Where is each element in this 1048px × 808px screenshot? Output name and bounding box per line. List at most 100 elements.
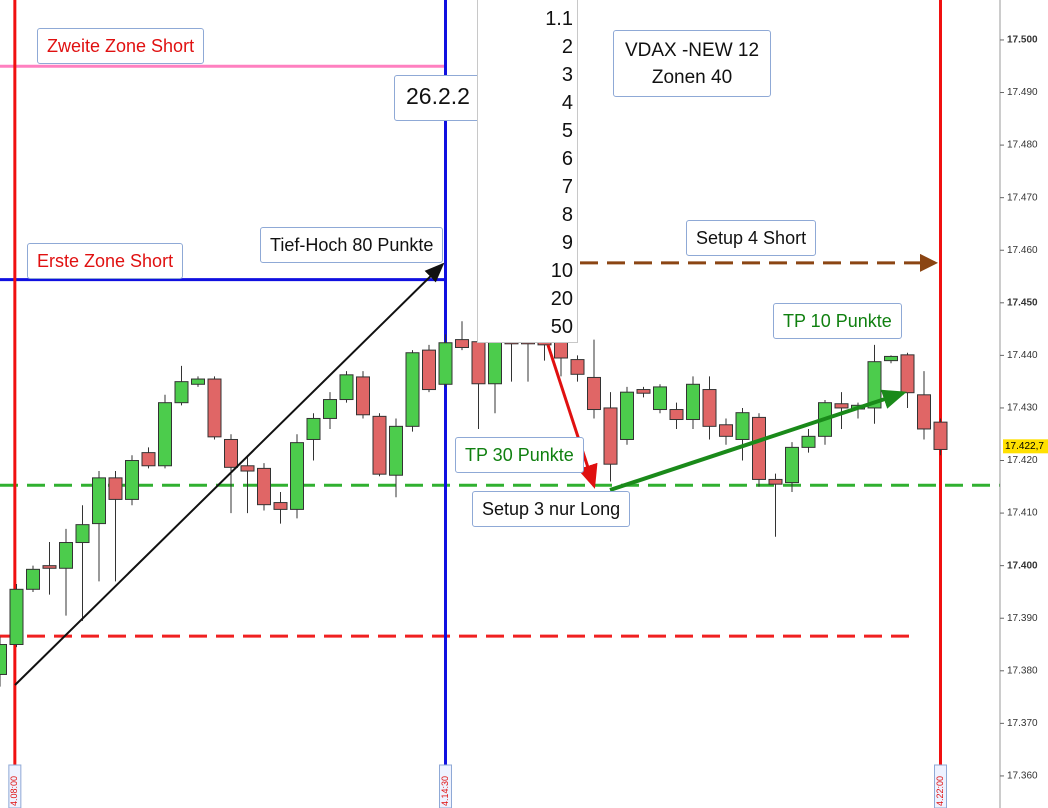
time-label: 4.22:00 xyxy=(935,776,945,806)
annotation-line: VDAX -NEW 12 xyxy=(624,40,760,61)
candle-body xyxy=(257,467,271,506)
annotation: TP 30 Punkte xyxy=(455,437,584,473)
y-tick-label: 17.500 xyxy=(1007,35,1038,46)
candle-body xyxy=(356,376,370,416)
candle-body xyxy=(686,383,700,421)
list-item: 6 xyxy=(561,148,573,170)
y-tick-label: 17.440 xyxy=(1007,350,1038,361)
list-item: 10 xyxy=(550,260,573,282)
arrow xyxy=(14,262,445,686)
axis-panel xyxy=(1000,0,1048,808)
candle-body xyxy=(752,416,766,480)
candle-body xyxy=(603,407,618,465)
y-tick-label: 17.410 xyxy=(1007,508,1038,519)
candle-body xyxy=(75,524,90,544)
candle-body xyxy=(141,452,156,467)
candle-body xyxy=(785,446,799,484)
candle-body xyxy=(422,349,436,391)
candle-body xyxy=(0,644,7,675)
candle-body xyxy=(372,415,387,475)
candle-body xyxy=(620,391,634,440)
candle-body xyxy=(471,341,486,385)
candle-body xyxy=(834,403,849,409)
list-item: 3 xyxy=(561,64,573,86)
candle-body xyxy=(653,386,667,411)
candle-body xyxy=(702,389,717,427)
candle-body xyxy=(389,425,403,476)
candle-body xyxy=(570,359,585,375)
list-item: 20 xyxy=(550,288,573,310)
candle-body xyxy=(768,478,783,485)
y-tick-label: 17.380 xyxy=(1007,665,1038,676)
y-tick-label: 17.390 xyxy=(1007,613,1038,624)
last-price-label: 17.422,7 xyxy=(1005,441,1044,452)
candle-body xyxy=(867,361,882,409)
number-list: 1.1 2 3 4 5 6 7 8 9 10 20 50 xyxy=(477,0,578,343)
candle-body xyxy=(455,339,469,348)
candle-body xyxy=(191,378,205,385)
candle-body xyxy=(719,424,733,437)
candle-body xyxy=(438,342,453,385)
list-item: 5 xyxy=(561,120,573,142)
list-item: 7 xyxy=(561,176,573,198)
y-tick-label: 17.480 xyxy=(1007,140,1038,151)
candle-body xyxy=(174,381,189,404)
candle-body xyxy=(306,417,321,440)
candle-body xyxy=(240,465,255,472)
annotation-line: Zonen 40 xyxy=(651,67,733,88)
time-label: 4.14:30 xyxy=(440,776,450,806)
candle-body xyxy=(273,502,288,510)
candle-body xyxy=(108,477,123,500)
list-item: 2 xyxy=(561,36,573,58)
candle-body xyxy=(933,421,948,450)
y-tick-label: 17.460 xyxy=(1007,245,1038,256)
annotation: Setup 3 nur Long xyxy=(472,491,631,527)
y-tick-label: 17.470 xyxy=(1007,192,1038,203)
candle-body xyxy=(323,399,337,419)
y-tick-label: 17.490 xyxy=(1007,87,1038,98)
candle-body xyxy=(158,402,172,467)
time-label-box xyxy=(439,764,452,808)
candle-body xyxy=(59,542,73,569)
candle-body xyxy=(801,435,816,448)
candle-body xyxy=(26,568,40,590)
annotation: Tief-Hoch 80 Punkte xyxy=(260,227,444,263)
candle-body xyxy=(488,341,502,385)
y-tick-label: 17.450 xyxy=(1007,297,1038,308)
annotation: VDAX -NEW 12 Zonen 40 xyxy=(613,30,771,97)
candle-body xyxy=(207,378,222,438)
list-item: 1.1 xyxy=(545,8,573,30)
annotation: TP 10 Punkte xyxy=(773,303,902,339)
candle-body xyxy=(290,442,304,510)
annotation: 26.2.2 xyxy=(394,75,482,121)
candle-body xyxy=(587,376,601,411)
candle-body xyxy=(42,565,57,569)
candle-body xyxy=(9,588,24,646)
y-tick-label: 17.430 xyxy=(1007,403,1038,414)
candle-body xyxy=(224,438,238,468)
candle-body xyxy=(405,352,420,427)
candle-body xyxy=(636,389,651,394)
y-tick-label: 17.400 xyxy=(1007,560,1038,571)
arrow xyxy=(609,389,907,492)
arrow xyxy=(546,344,598,489)
candle-body xyxy=(900,354,915,394)
time-label-box xyxy=(934,764,947,808)
y-tick-label: 17.420 xyxy=(1007,455,1038,466)
list-item: 4 xyxy=(561,92,573,114)
list-item: 9 xyxy=(561,232,573,254)
candle-body xyxy=(669,409,684,421)
y-tick-label: 17.370 xyxy=(1007,718,1038,729)
time-label: 4.08:00 xyxy=(9,776,19,806)
last-price-marker xyxy=(1003,439,1048,454)
candle-body xyxy=(917,394,931,430)
annotation: Setup 4 Short xyxy=(686,220,817,256)
candle-body xyxy=(884,355,898,362)
candle-body xyxy=(92,477,106,525)
candle-body xyxy=(125,460,139,500)
candle-body xyxy=(735,412,750,440)
y-tick-label: 17.360 xyxy=(1007,771,1038,782)
time-label-box xyxy=(8,764,22,808)
